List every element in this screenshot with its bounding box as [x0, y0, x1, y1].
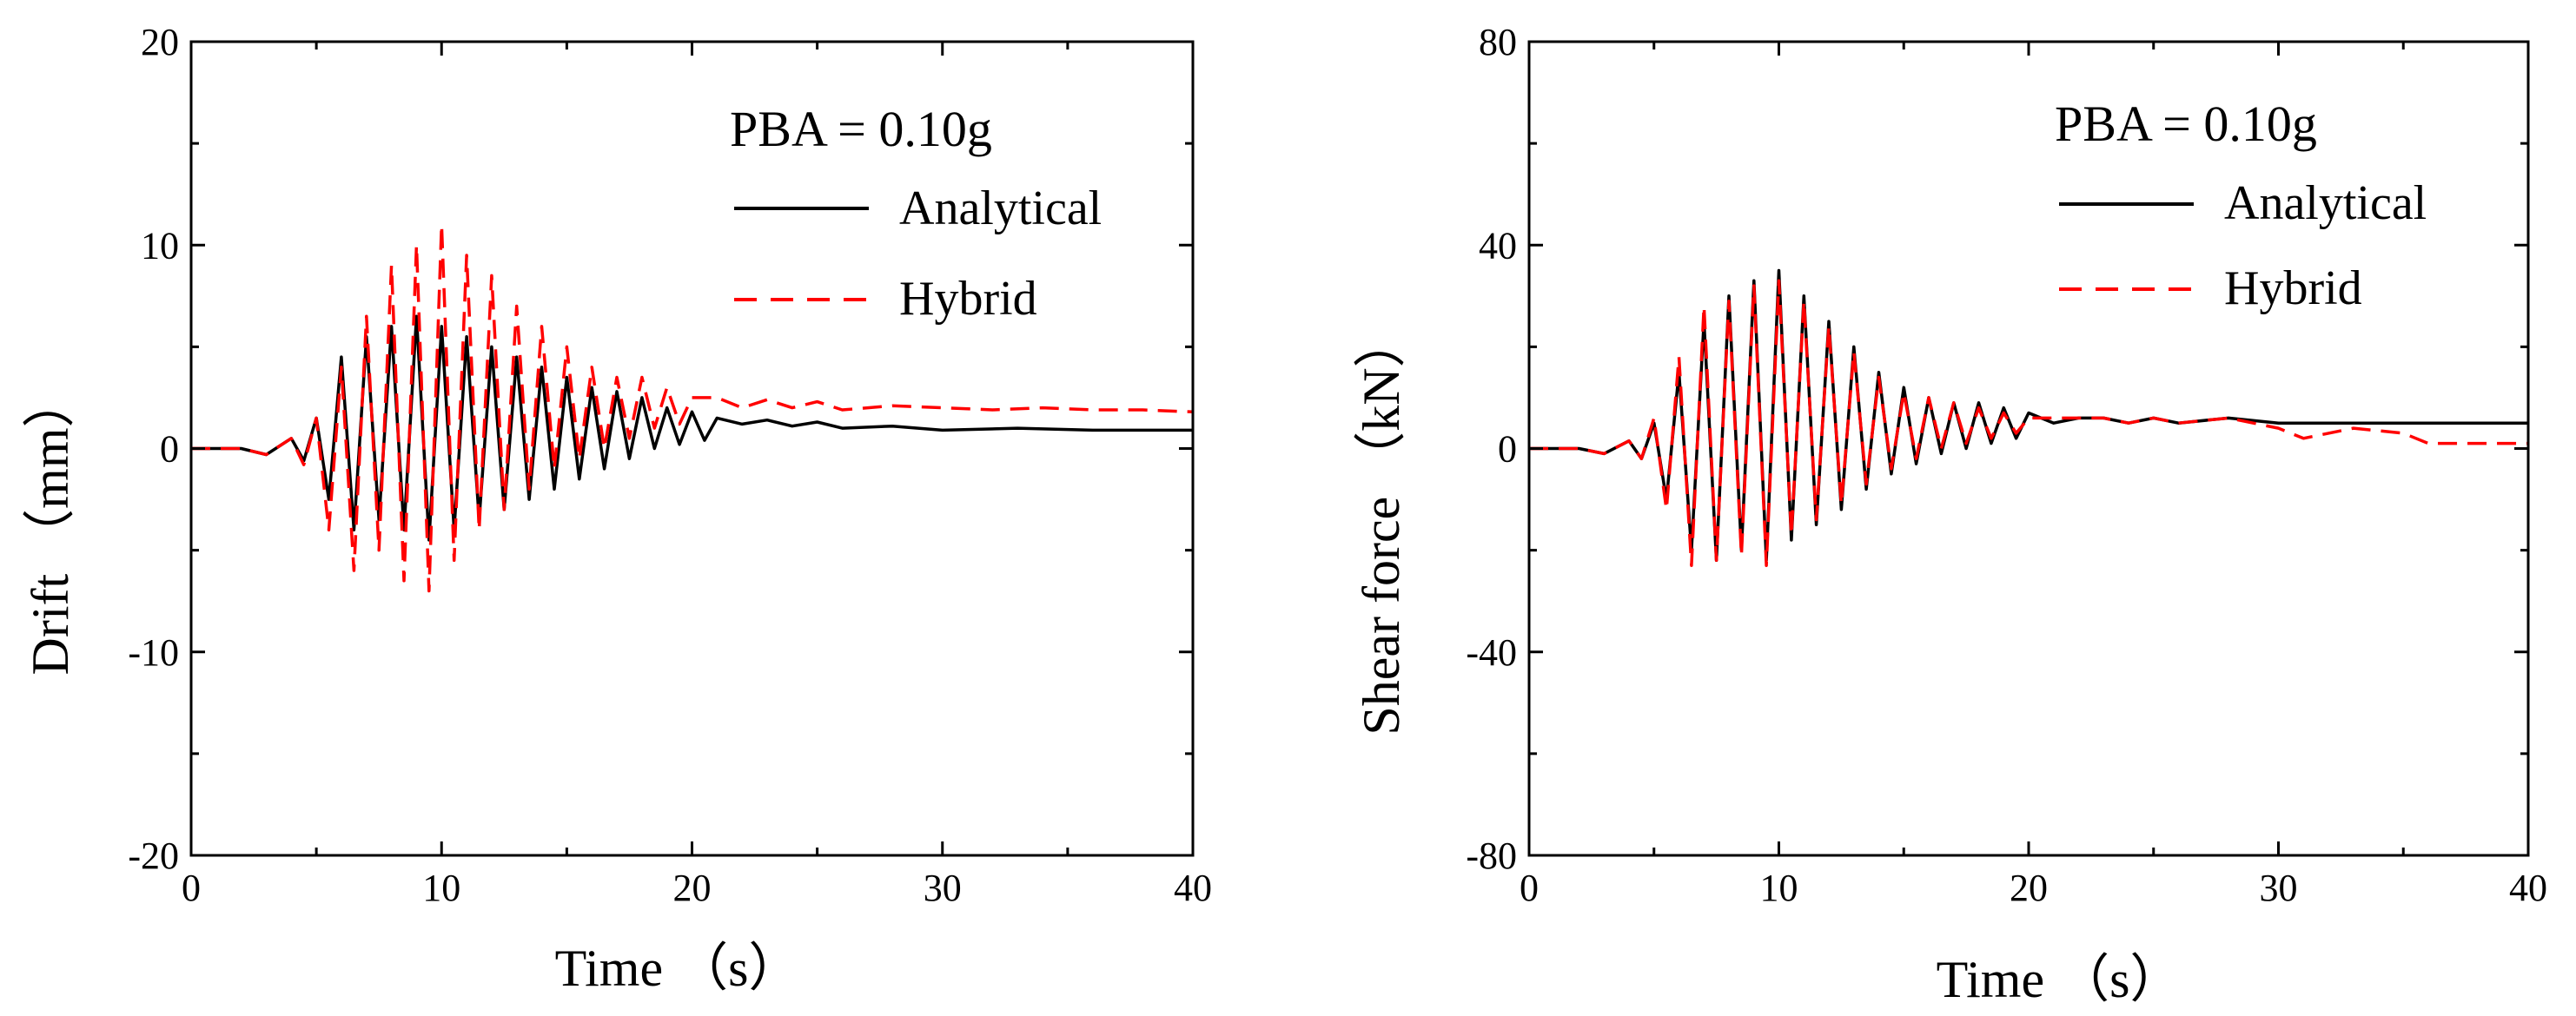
shear-series-hybrid: [1529, 279, 2528, 567]
shear-pba-annotation: PBA = 0.10g: [2055, 96, 2317, 152]
shear-y-tick-label: 0: [1498, 428, 1517, 471]
drift-x-tick-label: 0: [182, 867, 201, 909]
shear-legend-analytical-label: Analytical: [2224, 176, 2427, 230]
shear-legend-hybrid-label: Hybrid: [2224, 261, 2362, 315]
shear-y-tick-label: 80: [1479, 21, 1517, 63]
shear-y-tick-label: -40: [1466, 631, 1517, 674]
drift-plot-area: 0 10 20 30 40 -20 -10 0 10 20: [128, 21, 1212, 909]
drift-x-tick-label: 30: [924, 867, 962, 909]
drift-y-tick-label: 0: [160, 428, 179, 471]
shear-x-tick-label: 20: [2010, 867, 2048, 909]
drift-y-tick-label: 20: [141, 21, 179, 63]
drift-y-tick-label: -10: [128, 631, 179, 674]
shear-y-tick-label: 40: [1479, 224, 1517, 267]
drift-series-hybrid: [191, 223, 1194, 593]
drift-chart: Drift （mm） Time （s） 0 10 20 30 40 -20 -10 0 10 20…: [22, 21, 1212, 997]
drift-plot-frame: [189, 40, 1195, 857]
shear-x-axis-label: Time （s）: [1937, 951, 2182, 1008]
drift-legend-hybrid-label: Hybrid: [899, 272, 1037, 326]
shear-x-tick-label: 40: [2509, 867, 2547, 909]
drift-series-analytical: [191, 314, 1193, 542]
drift-x-axis-label: Time （s）: [555, 940, 801, 997]
shear-y-axis-label: Shear force （kN）: [1353, 315, 1410, 735]
shear-x-tick-label: 30: [2260, 867, 2298, 909]
drift-legend-analytical-label: Analytical: [899, 181, 1102, 235]
shear-x-tick-label: 0: [1520, 867, 1539, 909]
shear-plot-frame: [1527, 40, 2530, 857]
drift-y-tick-label: -20: [128, 835, 179, 877]
drift-x-tick-label: 10: [422, 867, 460, 909]
shear-x-tick-label: 10: [1760, 867, 1798, 909]
drift-pba-annotation: PBA = 0.10g: [730, 101, 992, 157]
shear-plot-area: 0 10 20 30 40 -80 -40 0 40 80: [1466, 21, 2547, 909]
shear-chart: Shear force （kN） Time （s） 0 10 20 30 40 -80 -4…: [1353, 21, 2547, 1008]
drift-x-tick-label: 40: [1174, 867, 1212, 909]
drift-y-axis-label: Drift （mm）: [22, 376, 79, 676]
shear-series-analytical: [1529, 268, 2528, 563]
drift-x-tick-label: 20: [673, 867, 712, 909]
drift-y-tick-label: 10: [141, 224, 179, 267]
shear-y-tick-label: -80: [1466, 835, 1517, 877]
